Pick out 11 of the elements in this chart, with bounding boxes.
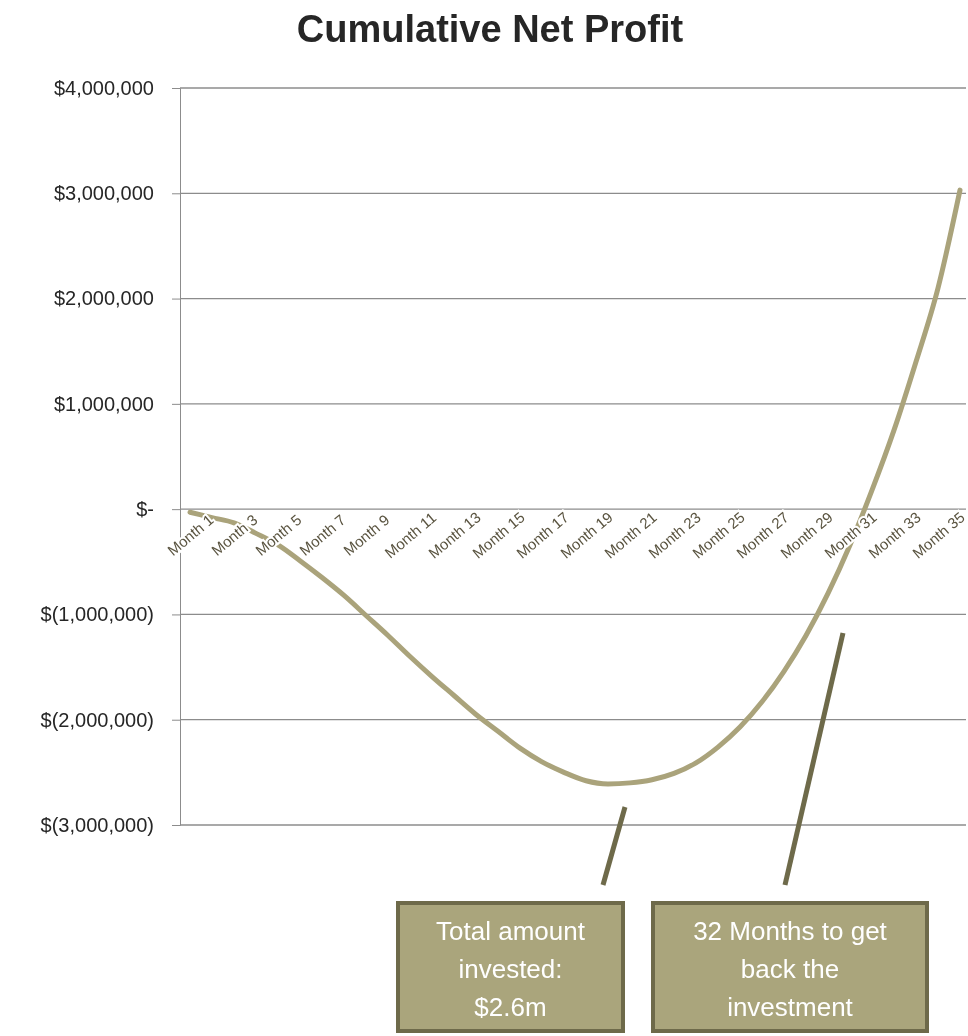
y-tick-label: $(3,000,000)	[40, 813, 154, 836]
y-tick-label: $4,000,000	[53, 76, 154, 99]
y-tick-label: $(2,000,000)	[40, 708, 154, 731]
y-tick-label: $(1,000,000)	[40, 603, 154, 626]
y-tick-label: $1,000,000	[53, 392, 154, 415]
y-tick-label: $-	[136, 498, 154, 521]
text: Total amount invested: $2.6m	[436, 916, 586, 1022]
y-tick-label: $2,000,000	[53, 287, 154, 310]
chart-title: Cumulative Net Profit	[296, 8, 684, 50]
y-tick-label: $3,000,000	[53, 182, 154, 205]
text: 32 Months to get back the investment	[693, 916, 888, 1022]
